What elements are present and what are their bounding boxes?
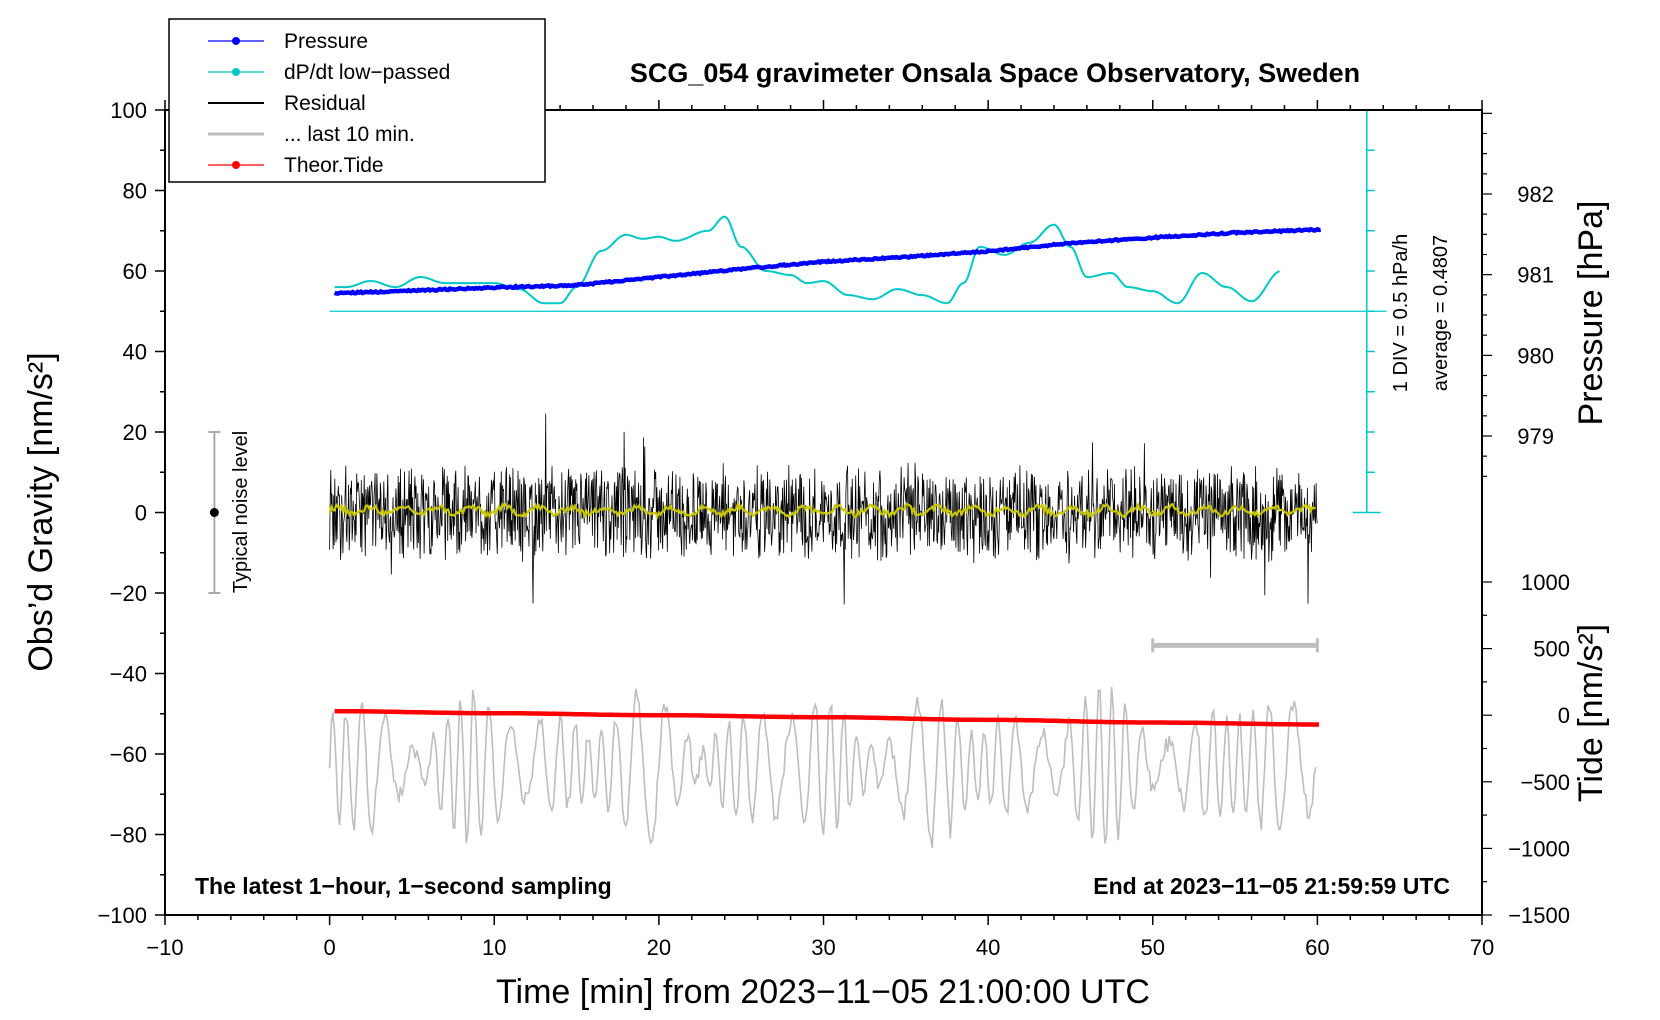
x-tick-label: 20: [647, 935, 671, 960]
data-series: [328, 215, 1387, 848]
tide-tick-label: 0: [1558, 703, 1570, 728]
y-tick-labels-tide: 1000 500 0 −500 −1000 −1500: [1508, 570, 1570, 928]
end-time-note: End at 2023−11−05 21:59:59 UTC: [1093, 873, 1450, 899]
pressure-tick-label: 979: [1517, 424, 1554, 449]
y-tick-labels-pressure: 982 981 980 979: [1517, 182, 1554, 449]
tide-tick-label: −500: [1520, 770, 1570, 795]
x-tick-labels: −10 0 10 20 30 40 50 60 70: [146, 935, 1494, 960]
pressure-tick-label: 982: [1517, 182, 1554, 207]
dpdt-average-label: average = 0.4807: [1430, 235, 1452, 391]
x-tick-label: 30: [811, 935, 835, 960]
y-tick-label: 100: [110, 98, 147, 123]
y-tick-label: 20: [123, 420, 147, 445]
y-tick-label: 80: [123, 179, 147, 204]
x-tick-label: 50: [1141, 935, 1165, 960]
series-dpdt: [334, 215, 1280, 305]
tide-tick-label: 1000: [1521, 570, 1570, 595]
y-axis-title-pressure: Pressure [hPa]: [1572, 201, 1610, 426]
x-tick-label: 10: [482, 935, 506, 960]
y-axis-title-tide: Tide [nm/s²]: [1572, 624, 1610, 802]
pressure-tick-label: 980: [1517, 343, 1554, 368]
sampling-note: The latest 1−hour, 1−second sampling: [195, 873, 612, 899]
plot-frame: [164, 109, 1483, 916]
series-pressure: [333, 226, 1321, 296]
chart-title: SCG_054 gravimeter Onsala Space Observat…: [630, 58, 1360, 88]
series-residual-smoothed: [328, 500, 1317, 521]
y-tick-label: 0: [135, 501, 147, 526]
legend-swatch-marker: [232, 37, 240, 45]
y-tick-label: −60: [110, 742, 147, 767]
series-residual: [329, 413, 1318, 605]
y-axis-title-left: Obs’d Gravity [nm/s²]: [22, 352, 60, 671]
legend-label: dP/dt low−passed: [284, 61, 450, 84]
tide-tick-label: 500: [1533, 637, 1570, 662]
noise-level-label: Typical noise level: [230, 431, 252, 593]
series-theor-tide: [334, 708, 1319, 727]
x-axis-title: Time [min] from 2023−11−05 21:00:00 UTC: [496, 973, 1150, 1011]
dpdt-scale-label: 1 DIV = 0.5 hPa/h: [1390, 234, 1412, 392]
y-tick-label: −80: [110, 823, 147, 848]
legend-label: Residual: [284, 92, 366, 115]
legend-swatch-marker: [232, 68, 240, 76]
noise-bar-center-dot: [209, 508, 219, 517]
legend-box: [168, 18, 546, 183]
y-tick-label: −40: [110, 662, 147, 687]
reference-bars: [208, 431, 1319, 653]
legend-entries: Pressure dP/dt low−passed Residual ... last…: [208, 30, 450, 177]
y-tick-label: 40: [123, 340, 147, 365]
legend-label: ... last 10 min.: [284, 123, 415, 146]
x-tick-label: 70: [1470, 935, 1494, 960]
x-tick-label: −10: [146, 935, 183, 960]
x-tick-label: 0: [324, 935, 336, 960]
tide-tick-label: −1000: [1508, 836, 1570, 861]
pressure-tick-label: 981: [1517, 263, 1554, 288]
legend: Pressure dP/dt low−passed Residual ... last…: [168, 18, 546, 183]
series-last-10-min: [328, 686, 1317, 848]
legend-swatch-marker: [232, 161, 240, 169]
legend-label: Theor.Tide: [284, 154, 384, 177]
x-tick-label: 60: [1305, 935, 1329, 960]
y-tick-label: −20: [110, 581, 147, 606]
x-tick-label: 40: [976, 935, 1000, 960]
y-tick-label: −100: [97, 903, 147, 928]
y-tick-label: 60: [123, 259, 147, 284]
tide-tick-label: −1500: [1508, 903, 1570, 928]
legend-label: Pressure: [284, 30, 368, 53]
y-tick-labels-left: 100 80 60 40 20 0 −20 −40 −60 −80 −100: [97, 98, 147, 928]
